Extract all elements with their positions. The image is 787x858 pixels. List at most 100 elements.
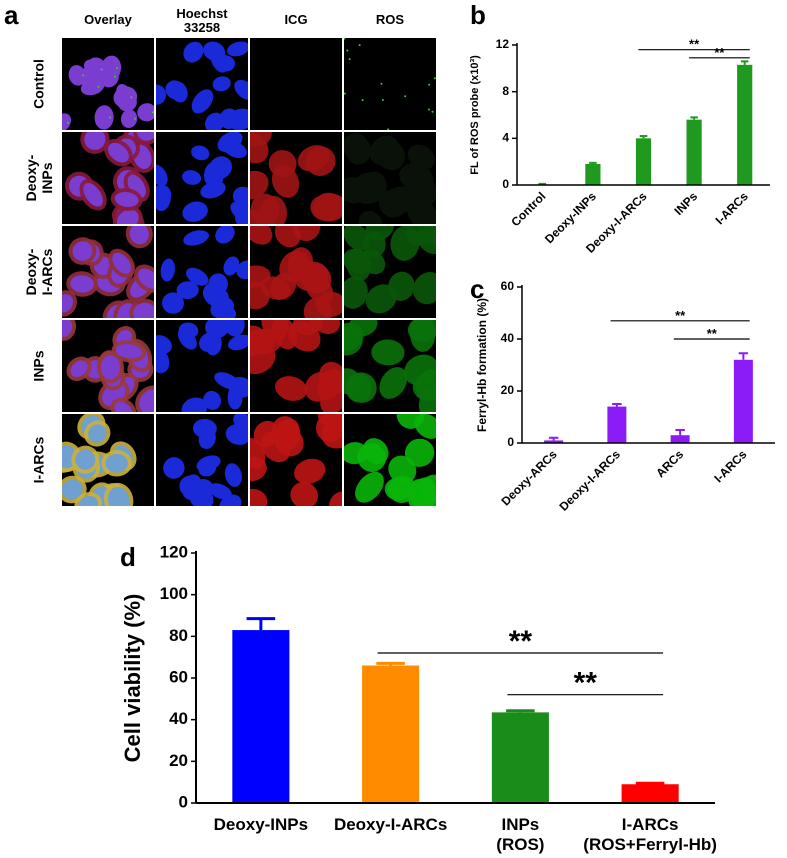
nucleus — [208, 156, 232, 180]
nucleus — [234, 79, 248, 101]
ros-dot — [97, 85, 100, 88]
cells — [156, 41, 248, 130]
nucleus — [133, 302, 154, 318]
bar — [670, 435, 690, 443]
nucleus — [88, 424, 107, 443]
significance-label: ** — [574, 667, 598, 700]
x-tick-label: I-ARCs (ROS+Ferryl-Hb) — [583, 815, 717, 854]
nucleus — [114, 191, 139, 208]
nucleus — [114, 401, 133, 412]
ros-dot — [404, 95, 407, 98]
nucleus — [183, 230, 209, 246]
error-bar — [675, 429, 685, 436]
cell-body — [344, 248, 373, 275]
ros-dot — [116, 67, 119, 70]
cells — [156, 132, 248, 224]
nucleus — [215, 226, 235, 244]
nucleus — [161, 292, 184, 314]
y-tick-label: 8 — [502, 84, 509, 98]
column-header: Hoechst 33258 — [176, 6, 228, 35]
cells — [64, 132, 154, 224]
cells — [250, 226, 342, 318]
cell-body — [362, 231, 386, 258]
nucleus — [115, 344, 143, 359]
nucleus — [222, 140, 247, 159]
cells — [250, 320, 342, 412]
ros-dot — [431, 110, 434, 113]
nucleus — [208, 483, 232, 500]
cell-body — [419, 474, 436, 503]
significance-label: ** — [675, 308, 686, 323]
cells — [344, 38, 436, 130]
row-label: Deoxy-INPs — [23, 154, 55, 201]
cell-body — [407, 199, 436, 224]
nucleus — [210, 47, 229, 73]
nucleus — [227, 108, 248, 130]
cell-body — [250, 170, 269, 200]
row-label-group: I-ARCs — [31, 436, 47, 483]
cell-body — [379, 367, 408, 399]
cell-body — [271, 165, 300, 198]
ros-dot — [151, 111, 154, 114]
cell-body — [250, 488, 268, 506]
bar — [635, 138, 652, 185]
nucleus — [113, 86, 138, 108]
ros-dot — [380, 82, 383, 85]
micrograph — [250, 38, 342, 130]
nucleus — [100, 355, 120, 380]
cells — [344, 226, 436, 314]
y-axis-label: Ferryl-Hb formation (%) — [475, 298, 489, 432]
cell-body — [344, 276, 368, 309]
bar — [362, 665, 420, 803]
column-header: ICG — [284, 12, 307, 27]
cell-body — [316, 192, 342, 221]
x-tick-label-line: INPs — [501, 815, 539, 834]
cell-body — [363, 438, 389, 465]
y-tick-label: 40 — [169, 709, 188, 728]
y-tick-label: 40 — [501, 331, 515, 345]
nucleus — [214, 372, 241, 390]
nucleus — [223, 256, 240, 276]
cells — [62, 320, 154, 412]
micrograph — [344, 38, 436, 130]
nucleus — [83, 183, 103, 207]
cell-body — [271, 416, 301, 450]
nucleus — [62, 320, 73, 337]
cell-body — [261, 320, 289, 341]
row-label-group: INPs — [31, 350, 47, 381]
cell-body — [399, 163, 434, 192]
error-bar — [738, 352, 749, 360]
x-tick-label: Deoxy-I-ARCs — [557, 447, 624, 514]
nucleus — [116, 209, 139, 224]
nucleus — [178, 322, 199, 339]
nucleus — [198, 427, 216, 449]
cell-body — [344, 177, 368, 204]
x-tick-label-line: I-ARCs — [622, 815, 679, 834]
ros-dot — [100, 68, 103, 71]
nucleus — [196, 455, 221, 472]
error-bar — [740, 60, 749, 65]
x-tick-label: Deoxy-ARCs — [498, 447, 560, 509]
column-header-line: Hoechst — [176, 6, 228, 21]
cell-body — [344, 327, 363, 356]
x-tick-label: I-ARCs — [711, 447, 749, 485]
bar — [737, 64, 753, 185]
cell-body — [250, 281, 270, 310]
y-axis-label: FL of ROS probe (x10³) — [469, 55, 481, 175]
nucleus — [212, 76, 231, 92]
row-label: Deoxy-I-ARCs — [23, 248, 55, 295]
bar — [585, 164, 601, 185]
x-tick-label-line: (ROS) — [496, 835, 544, 854]
nucleus — [156, 186, 171, 212]
nucleus — [223, 320, 245, 337]
cell-body — [250, 193, 280, 224]
error-bar — [589, 161, 597, 164]
y-tick-label: 0 — [507, 435, 514, 449]
x-tick-label: INPs (ROS) — [496, 815, 544, 854]
ros-dot — [348, 58, 351, 61]
nucleus — [62, 113, 72, 130]
ros-dot — [358, 44, 361, 47]
panel-label: a — [4, 0, 19, 30]
y-axis-label: Cell viability (%) — [120, 594, 145, 763]
cells — [156, 320, 248, 412]
